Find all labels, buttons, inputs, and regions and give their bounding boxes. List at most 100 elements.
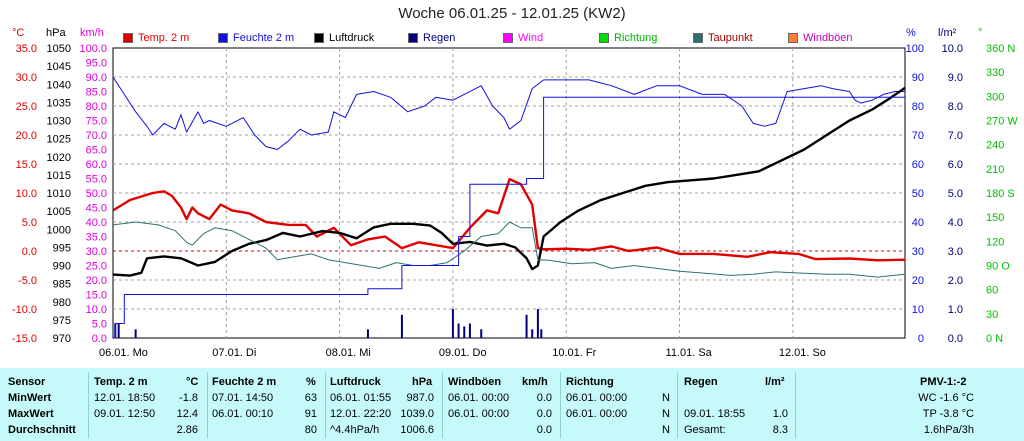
wind-axis-label: 35.0 <box>86 232 107 244</box>
max-dir-time: 06.01. 00:00 <box>566 408 628 420</box>
row-label-max: MaxWert <box>8 408 54 420</box>
column-divider <box>677 372 678 438</box>
direction-axis-label: 90 O <box>986 261 1010 273</box>
rain-bar <box>525 314 528 338</box>
pressure-axis-header: hPa <box>46 27 66 39</box>
pressure-axis-label: 1005 <box>47 206 71 218</box>
header-pressure: Luftdruck <box>330 376 381 388</box>
direction-axis-label: 210 <box>986 164 1004 176</box>
temp-axis-label: -5.0 <box>18 275 37 287</box>
pressure-axis-label: 1035 <box>47 97 71 109</box>
wind-axis-label: 50.0 <box>86 188 107 200</box>
pmv-windchill: WC -1.6 °C <box>918 392 974 404</box>
humidity-axis-label: 0 <box>918 333 924 345</box>
rain-axis-label: 2.0 <box>948 275 963 287</box>
min-press-value: 987.0 <box>406 392 434 404</box>
header-gusts-unit: km/h <box>522 376 548 388</box>
x-tick-label: 08.01. Mi <box>326 347 371 359</box>
pressure-trend: ^4.4hPa/h <box>330 424 380 436</box>
x-tick-label: 06.01. Mo <box>99 347 148 359</box>
min-temp-time: 12.01. 18:50 <box>94 392 156 404</box>
rain-axis-label: 10.0 <box>942 43 963 55</box>
humidity-axis-label: 40 <box>912 217 924 229</box>
humidity-axis-label: 80 <box>912 101 924 113</box>
rain-bar <box>480 329 483 338</box>
humidity-axis-label: 70 <box>912 130 924 142</box>
pressure-axis-label: 980 <box>53 297 71 309</box>
wind-axis-label: 40.0 <box>86 217 107 229</box>
humidity-axis-label: 10 <box>912 304 924 316</box>
wind-axis-label: 85.0 <box>86 87 107 99</box>
pressure-axis-label: 990 <box>53 261 71 273</box>
max-hum-value: 91 <box>304 408 317 420</box>
avg-temp-value: 2.86 <box>176 424 198 436</box>
rain-bar <box>400 314 403 338</box>
header-rain-unit: l/m² <box>765 376 785 388</box>
legend-label: Feuchte 2 m <box>233 32 295 44</box>
max-temp-value: 12.4 <box>176 408 198 420</box>
dewpoint-line <box>112 221 906 278</box>
pressure-axis-label: 1010 <box>47 188 71 200</box>
rain-axis-label: 9.0 <box>948 72 963 84</box>
pressure-axis-label: 1030 <box>47 116 71 128</box>
direction-axis-label: 240 <box>986 140 1004 152</box>
column-divider <box>442 372 443 438</box>
pressure-axis-label: 1050 <box>47 43 71 55</box>
column-divider <box>325 372 326 438</box>
legend-gusts: Windböen <box>788 31 853 45</box>
direction-axis-label: 0 N <box>986 333 1003 345</box>
direction-axis-label: 150 <box>986 212 1004 224</box>
rain-axis-label: 3.0 <box>948 246 963 258</box>
max-dir-value: N <box>662 408 670 420</box>
header-pressure-unit: hPa <box>412 376 433 388</box>
humidity-line <box>112 76 905 150</box>
x-tick-label: 11.01. Sa <box>666 347 713 359</box>
pressure-axis-label: 975 <box>53 315 71 327</box>
rain-axis-label: 5.0 <box>948 188 963 200</box>
wind-axis-label: 55.0 <box>86 174 107 186</box>
rain-axis-header: l/m² <box>938 27 957 39</box>
header-gusts: Windböen <box>448 376 502 388</box>
direction-axis-label: 60 <box>986 285 998 297</box>
wind-axis-label: 5.0 <box>92 319 107 331</box>
direction-axis-header: ° <box>978 27 982 39</box>
avg-dir-value: N <box>662 424 670 436</box>
wind-axis-label: 15.0 <box>86 290 107 302</box>
wind-axis-label: 20.0 <box>86 275 107 287</box>
pressure-axis-label: 1040 <box>47 79 71 91</box>
wind-axis-label: 10.0 <box>86 304 107 316</box>
max-gust-value: 0.0 <box>536 408 552 420</box>
wind-axis-label: 90.0 <box>86 72 107 84</box>
wind-axis-label: 65.0 <box>86 145 107 157</box>
direction-axis-label: 360 N <box>986 43 1015 55</box>
legend-label: Taupunkt <box>708 32 753 44</box>
rain-bar <box>117 323 120 338</box>
rain-axis-label: 1.0 <box>948 304 963 316</box>
temp-axis-label: 15.0 <box>16 159 37 171</box>
rain-bar <box>468 323 471 338</box>
pressure-axis-label: 1020 <box>47 152 71 164</box>
direction-axis-label: 270 W <box>986 116 1018 128</box>
column-divider <box>88 372 89 438</box>
header-temp-unit: °C <box>186 376 199 388</box>
rain-axis-label: 0.0 <box>948 333 963 345</box>
legend-temp: Temp. 2 m <box>123 31 189 45</box>
legend-swatch <box>503 33 513 43</box>
max-press-value: 1039.0 <box>400 408 434 420</box>
legend-label: Regen <box>423 32 456 44</box>
wind-axis-label: 75.0 <box>86 116 107 128</box>
rain-bar <box>540 329 543 338</box>
legend-swatch <box>218 33 228 43</box>
legend-label: Luftdruck <box>329 32 375 44</box>
row-label-avg: Durchschnitt <box>8 424 76 436</box>
wind-axis-label: 25.0 <box>86 261 107 273</box>
chart-title: Woche 06.01.25 - 12.01.25 (KW2) <box>398 5 626 22</box>
direction-axis-label: 330 <box>986 67 1004 79</box>
legend-wind: Wind <box>503 31 543 45</box>
wind-axis-label: 60.0 <box>86 159 107 171</box>
column-divider <box>207 372 208 438</box>
header-sensor: Sensor <box>8 376 46 388</box>
x-tick-label: 10.01. Fr <box>552 347 596 359</box>
pressure-line <box>112 86 906 277</box>
legend-label: Temp. 2 m <box>138 32 190 44</box>
